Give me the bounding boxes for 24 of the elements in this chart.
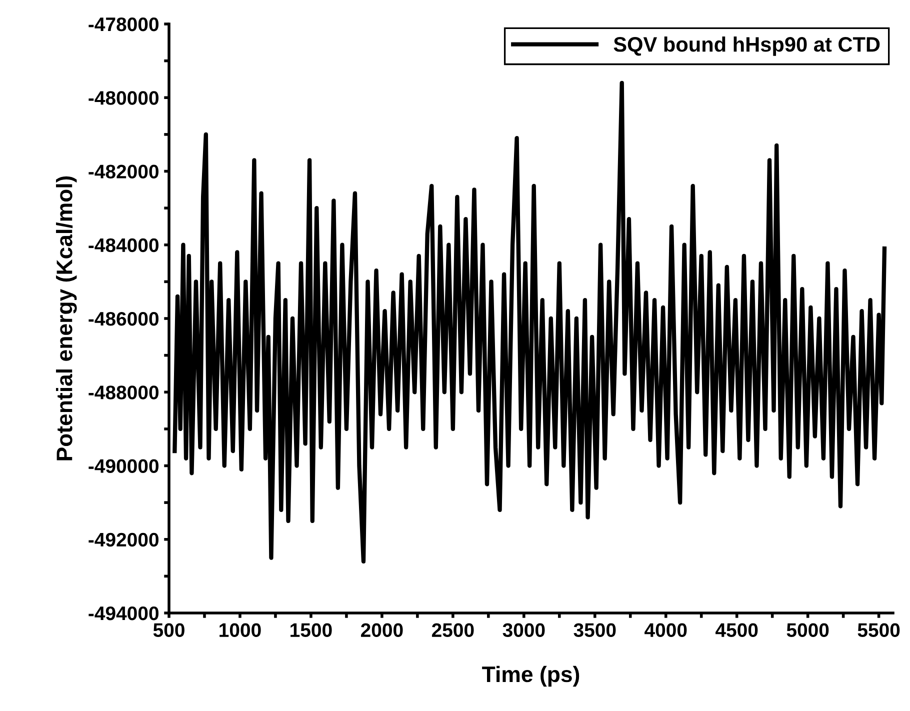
legend-label: SQV bound hHsp90 at CTD	[614, 36, 880, 56]
y-axis-title: Potential energy (Kcal/mol)	[56, 176, 77, 460]
x-tick-label: 3000	[502, 623, 545, 638]
line-series	[172, 80, 887, 564]
y-tick-label: -482000	[88, 164, 158, 178]
y-tick-label: -490000	[88, 459, 158, 473]
x-tick-label: 4000	[644, 623, 687, 638]
x-tick-label: 4500	[716, 623, 758, 638]
y-tick-label: -486000	[88, 312, 158, 326]
x-tick-label: 500	[153, 623, 184, 638]
x-tick-label: 3500	[574, 623, 616, 638]
x-tick-label: 5500	[858, 623, 900, 638]
y-tick-label: -478000	[88, 17, 158, 32]
x-axis-title: Time (ps)	[482, 666, 580, 687]
x-tick-label: 1000	[220, 623, 261, 638]
x-tick-label: 2000	[360, 623, 403, 638]
y-tick-label: -488000	[88, 386, 158, 400]
y-tick-label: -492000	[88, 532, 158, 547]
x-tick-label: 5000	[786, 623, 829, 638]
x-tick-label: 1500	[290, 623, 332, 638]
y-tick-label: -494000	[88, 606, 158, 620]
y-tick-label: -480000	[88, 91, 158, 105]
y-tick-label: -484000	[88, 238, 158, 252]
x-tick-label: 2500	[432, 623, 474, 638]
